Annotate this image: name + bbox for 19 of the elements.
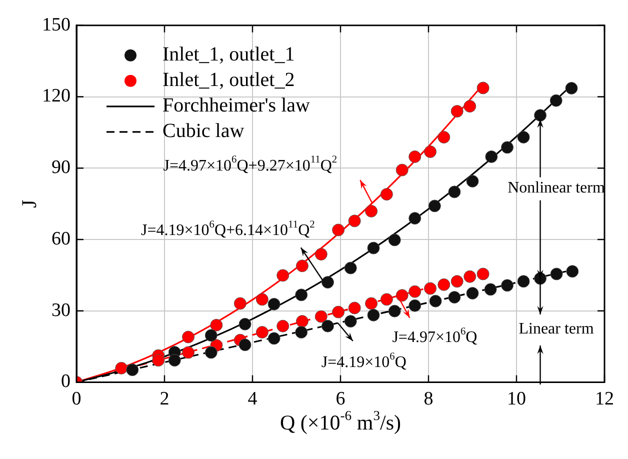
x-tick-label: 8 (424, 388, 434, 410)
y-axis-title: J (17, 200, 42, 208)
x-tick-label: 6 (336, 388, 346, 410)
y-tick-label: 150 (42, 14, 70, 36)
y-tick-label: 30 (52, 300, 70, 321)
annotation: Linear term (518, 320, 594, 338)
y-tick-label: 0 (61, 371, 70, 392)
legend-label: Inlet_1, outlet_2 (162, 69, 295, 92)
x-tick-label: 12 (595, 388, 614, 410)
y-tick-label: 120 (42, 86, 70, 107)
annotation: Nonlinear term (508, 180, 606, 197)
x-tick-label: 2 (160, 388, 170, 410)
legend-label: Forchheimer's law (162, 94, 311, 117)
y-tick-label: 90 (52, 157, 70, 178)
legend-label: Cubic law (162, 120, 245, 142)
x-tick-label: 10 (507, 388, 526, 410)
y-tick-label: 60 (52, 228, 70, 250)
x-tick-label: 4 (248, 388, 258, 410)
legend-label: Inlet_1, outlet_1 (162, 44, 295, 66)
